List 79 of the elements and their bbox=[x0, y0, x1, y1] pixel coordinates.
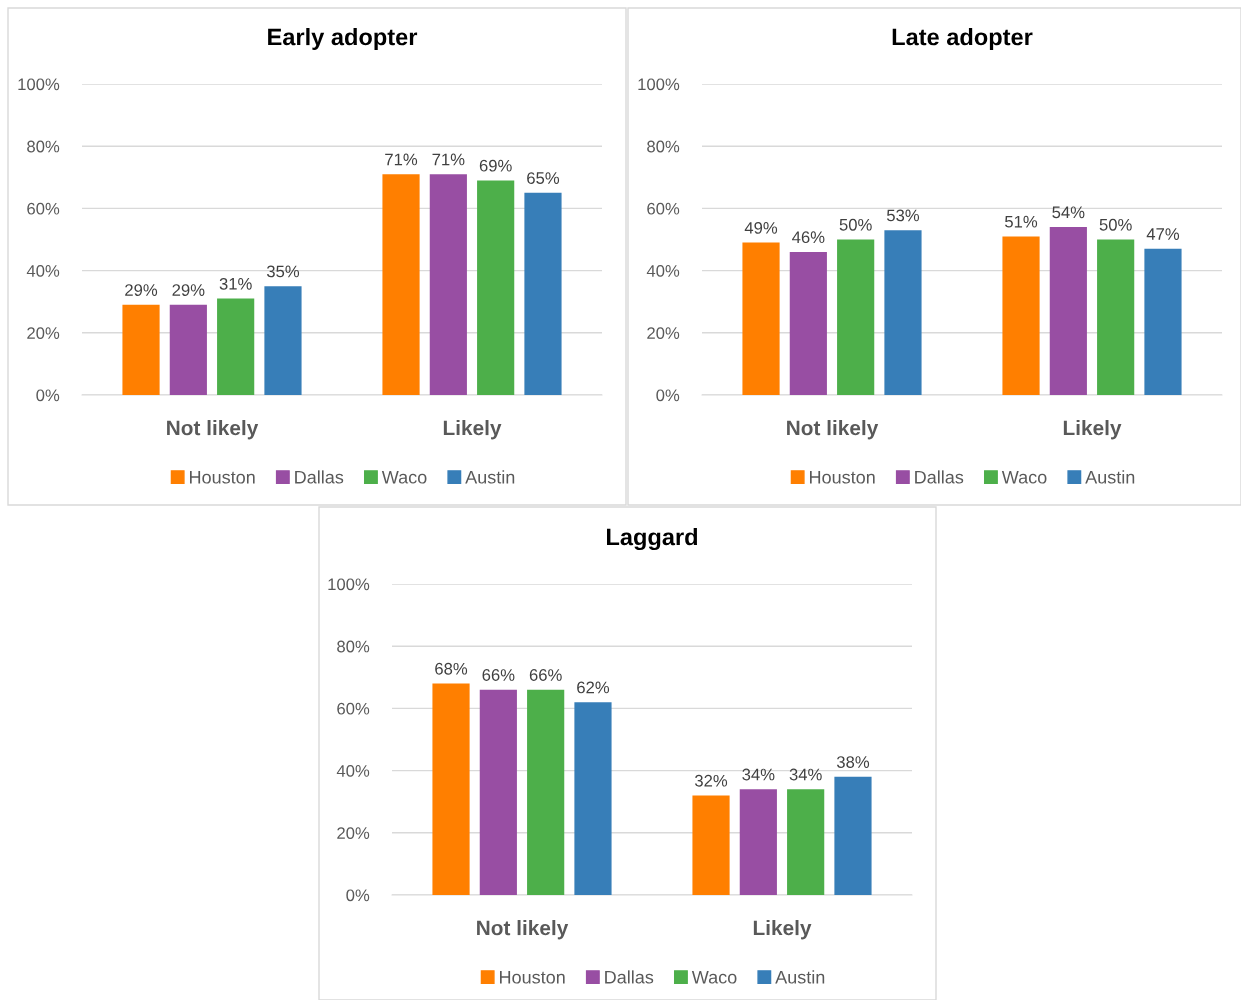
bar bbox=[574, 702, 612, 895]
chart-title: Late adopter bbox=[892, 28, 1033, 51]
legend-label: Waco bbox=[381, 471, 427, 484]
data-label: 50% bbox=[1099, 218, 1132, 231]
data-label: 50% bbox=[839, 218, 872, 231]
data-label: 29% bbox=[125, 284, 158, 296]
bar bbox=[527, 689, 565, 895]
data-label: 47% bbox=[1146, 228, 1180, 240]
data-label: 49% bbox=[744, 221, 778, 234]
data-label: 66% bbox=[482, 669, 515, 681]
data-label: 31% bbox=[219, 277, 252, 290]
y-tick-label: 0% bbox=[346, 889, 370, 902]
legend-label: Austin bbox=[1085, 470, 1135, 484]
legend-label: Waco bbox=[691, 971, 737, 984]
data-label: 66% bbox=[529, 669, 562, 681]
bar bbox=[217, 298, 255, 395]
data-label: 69% bbox=[479, 159, 512, 172]
x-tick-label: Not likely bbox=[787, 420, 879, 440]
legend-label: Dallas bbox=[295, 470, 344, 484]
y-tick-label: 0% bbox=[656, 389, 680, 402]
data-label: 38% bbox=[836, 756, 870, 768]
data-label: 46% bbox=[792, 231, 825, 244]
bar bbox=[834, 776, 872, 895]
data-label: 71% bbox=[385, 153, 418, 166]
y-tick-label: 80% bbox=[337, 640, 370, 653]
y-tick-label: 60% bbox=[647, 202, 680, 215]
data-label: 32% bbox=[694, 774, 728, 787]
y-tick-label: 60% bbox=[337, 702, 370, 715]
x-tick-label: Likely bbox=[753, 920, 812, 940]
x-tick-label: Not likely bbox=[477, 920, 569, 940]
bar bbox=[739, 789, 777, 895]
legend-label: Houston bbox=[500, 971, 565, 984]
y-tick-label: 40% bbox=[646, 265, 680, 277]
y-tick-label: 40% bbox=[336, 765, 370, 777]
bar bbox=[382, 174, 420, 395]
bar bbox=[169, 304, 207, 395]
x-tick-label: Not likely bbox=[167, 420, 259, 440]
legend-label: Austin bbox=[465, 470, 515, 484]
bar bbox=[122, 304, 160, 395]
legend-label: Houston bbox=[810, 471, 875, 484]
legend-label: Dallas bbox=[915, 470, 964, 484]
y-tick-label: 0% bbox=[36, 389, 60, 402]
y-tick-label: 80% bbox=[647, 140, 680, 153]
data-label: 62% bbox=[577, 681, 610, 694]
data-label: 68% bbox=[435, 662, 468, 675]
y-tick-label: 20% bbox=[27, 327, 60, 339]
chart-title: Early adopter bbox=[268, 28, 418, 51]
data-label: 35% bbox=[266, 265, 300, 278]
data-label: 71% bbox=[432, 153, 465, 166]
legend-label: Waco bbox=[1001, 471, 1047, 484]
bar bbox=[479, 689, 517, 895]
bar bbox=[432, 683, 470, 895]
data-label: 65% bbox=[527, 172, 560, 184]
y-tick-label: 100% bbox=[638, 78, 680, 91]
legend-label: Austin bbox=[775, 970, 825, 984]
x-tick-label: Likely bbox=[1063, 420, 1122, 440]
bar bbox=[429, 174, 467, 395]
chart-title: Laggard bbox=[607, 528, 698, 551]
legend-label: Dallas bbox=[605, 970, 654, 984]
y-tick-label: 100% bbox=[328, 578, 370, 591]
bar bbox=[477, 180, 515, 395]
legend-label: Houston bbox=[190, 471, 255, 484]
bar bbox=[264, 286, 302, 395]
bar bbox=[692, 795, 730, 895]
y-tick-label: 80% bbox=[27, 140, 60, 153]
bar bbox=[524, 192, 562, 395]
y-tick-label: 20% bbox=[647, 327, 680, 339]
data-label: 29% bbox=[172, 284, 205, 296]
data-label: 53% bbox=[886, 209, 920, 222]
data-label: 34% bbox=[789, 768, 822, 781]
y-tick-label: 20% bbox=[337, 827, 370, 839]
y-tick-label: 60% bbox=[27, 202, 60, 215]
y-tick-label: 100% bbox=[18, 78, 60, 91]
x-tick-label: Likely bbox=[443, 420, 502, 440]
data-label: 34% bbox=[742, 768, 775, 781]
y-tick-label: 40% bbox=[26, 265, 60, 277]
data-label: 54% bbox=[1052, 206, 1085, 219]
bar bbox=[787, 789, 825, 895]
data-label: 51% bbox=[1005, 215, 1038, 228]
